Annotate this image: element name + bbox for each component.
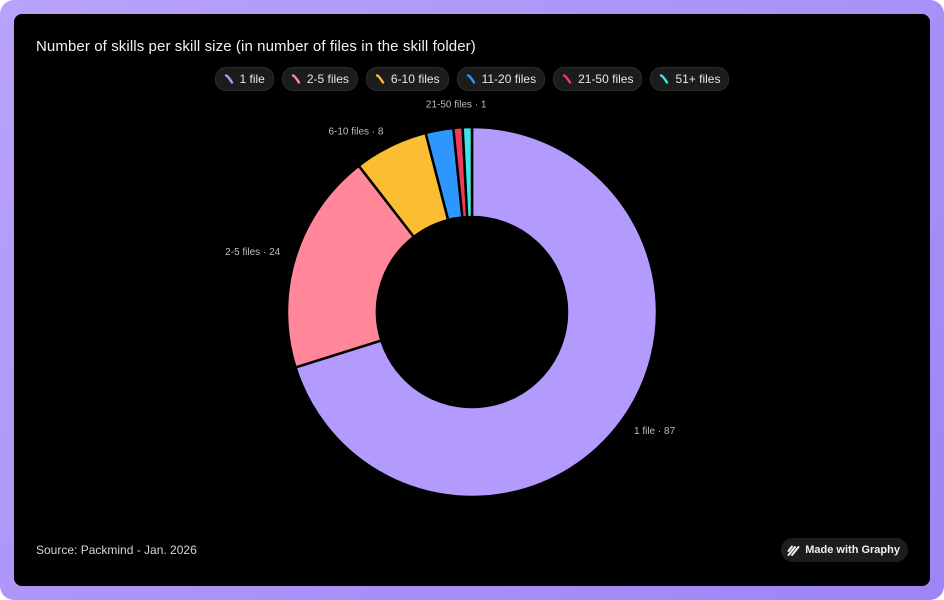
legend-label: 21-50 files [578,72,634,86]
legend-item-11-20-files[interactable]: 11-20 files [456,67,546,91]
data-label-2-5-files: 2-5 files · 24 [225,247,280,258]
donut-chart: 1 file · 87 2-5 files · 24 6-10 files · 8 2… [225,100,676,499]
badge-label: Made with Graphy [805,544,900,556]
slash-swatch-icon [375,74,385,84]
slash-swatch-icon [224,74,233,84]
legend-item-51-plus-files[interactable]: 51+ files [650,67,730,91]
legend-item-2-5-files[interactable]: 2-5 files [281,67,358,91]
slash-swatch-icon [562,74,572,84]
legend-label: 2-5 files [306,72,349,86]
graphy-logo-icon [787,545,800,556]
legend-label: 51+ files [675,72,721,86]
source-note: Source: Packmind - Jan. 2026 [36,543,197,557]
slash-swatch-icon [291,74,301,84]
legend-label: 6-10 files [390,72,440,86]
donut-slice-51-files[interactable] [461,125,474,219]
donut-slice-2-5-files[interactable] [285,164,416,369]
chart-legend: 1 file 2-5 files 6-10 files 11-20 files … [14,67,930,91]
slash-swatch-icon [660,74,669,84]
data-label-21-50-files: 21-50 files · 1 [426,100,487,111]
chart-title: Number of skills per skill size (in numb… [36,38,476,55]
data-label-1-file: 1 file · 87 [634,426,676,437]
legend-label: 11-20 files [481,72,537,86]
legend-label: 1 file [239,72,265,86]
legend-item-6-10-files[interactable]: 6-10 files [365,67,449,91]
legend-item-21-50-files[interactable]: 21-50 files [553,67,643,91]
slash-swatch-icon [466,74,475,84]
made-with-graphy-badge[interactable]: Made with Graphy [781,538,908,562]
data-label-6-10-files: 6-10 files · 8 [328,127,383,138]
legend-item-1-file[interactable]: 1 file [214,67,274,91]
donut-slice-1-file[interactable] [294,125,659,499]
chart-card: Number of skills per skill size (in numb… [14,14,930,586]
